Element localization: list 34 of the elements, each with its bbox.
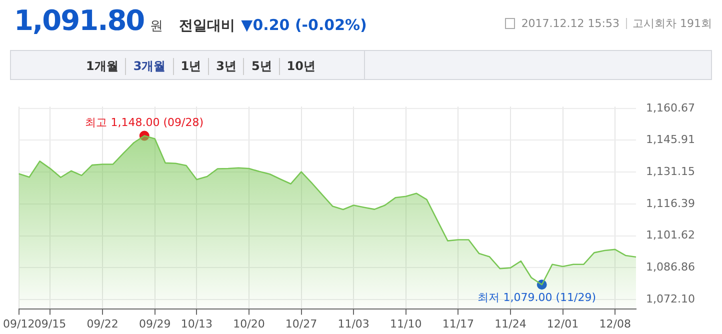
text: ▼0.20 (-0.02%) [241,16,367,34]
text: 고시회차 191회 [632,16,712,31]
chart-title: 1,091.80 [14,4,144,37]
x-tick-label: 10/13 [180,317,213,330]
x-tick-label: 12/08 [599,317,631,330]
text: 원 [150,18,164,35]
x-tick-label: 09/29 [138,317,171,330]
text: 1개월 [85,58,120,75]
x-tick-label: 11/17 [442,317,474,330]
x-tick-label: 11/24 [494,317,526,330]
x-tick-label: 09/15 [34,317,66,330]
annotation: 최저 1,079.00 (11/29) [478,290,596,304]
annotation: 최고 1,148.00 (09/28) [85,116,204,130]
y-tick-label: 1,101.62 [646,228,695,242]
x-tick-label: 09/12 [3,317,35,330]
y-tick-label: 1,086.86 [646,260,695,274]
x-tick-label: 10/20 [233,317,265,330]
text: 전일대비 [179,17,236,35]
y-tick-label: 1,116.39 [646,196,695,210]
text: 5년 [243,58,279,75]
y-tick-label: 1,072.10 [646,292,695,306]
text: 2017.12.12 15:53 [521,17,620,30]
text: 3개월 [125,58,173,75]
x-tick-label: 11/03 [338,317,370,330]
x-tick-label: 12/01 [546,317,579,330]
text: 3년 [208,58,244,75]
y-tick-label: 1,145.91 [646,133,695,146]
x-tick-label: 09/22 [86,317,118,330]
x-tick-label: 11/10 [390,317,422,330]
text: 10년 [278,58,322,75]
text: 1년 [172,58,208,75]
y-tick-label: 1,131.15 [646,164,695,178]
x-tick-label: 10/27 [285,317,318,330]
y-tick-label: 1,160.67 [646,101,695,114]
